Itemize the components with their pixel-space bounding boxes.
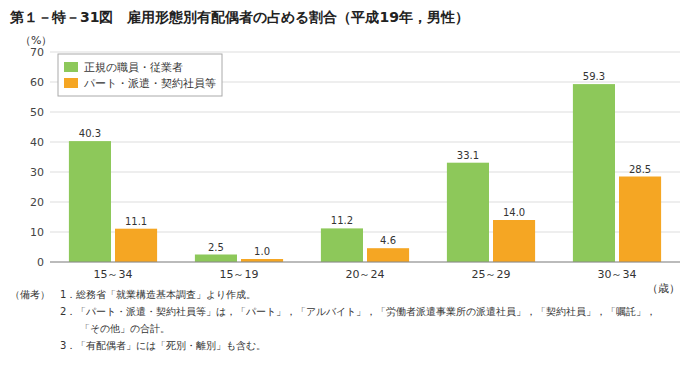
data-label: 40.3 xyxy=(79,128,101,139)
x-axis-line xyxy=(50,262,680,263)
y-tick-label: 30 xyxy=(30,166,44,179)
bars xyxy=(69,84,661,262)
data-label: 59.3 xyxy=(583,71,605,82)
note: 3．「有配偶者」には「死別・離別」も含む。 xyxy=(10,340,266,351)
bar xyxy=(619,177,661,263)
bar xyxy=(367,248,409,262)
data-label: 1.0 xyxy=(254,246,270,257)
x-tick-label: 30～34 xyxy=(598,268,637,281)
x-tick-label: 25～29 xyxy=(472,268,511,281)
y-tick-label: 70 xyxy=(30,46,44,59)
y-tick-label: 60 xyxy=(30,76,44,89)
grid-line xyxy=(50,52,680,53)
bar xyxy=(493,220,535,262)
grid-line xyxy=(50,262,680,263)
bar xyxy=(115,229,157,262)
bar xyxy=(447,163,489,262)
data-label: 33.1 xyxy=(457,150,479,161)
x-tick-label: 15～34 xyxy=(94,268,133,281)
data-label: 28.5 xyxy=(629,164,651,175)
title: 第１－特－31図 雇用形態別有配偶者の占める割合（平成19年，男性） xyxy=(9,9,469,25)
data-label: 14.0 xyxy=(503,207,525,218)
data-labels: 40.3 2.5 11.2 33.1 59.3 11.1 1.0 4.6 14.0 28.5 xyxy=(79,71,651,257)
legend-entry: 正規の職員・従業者 xyxy=(84,61,183,74)
legend-entry: パート・派遣・契約社員等 xyxy=(83,77,216,90)
note: 「その他」の合計。 xyxy=(10,323,170,334)
x-axis-label: （歳） xyxy=(647,282,680,295)
y-tick-label: 10 xyxy=(30,226,44,239)
legend: 正規の職員・従業者パート・派遣・契約社員等 xyxy=(58,54,222,96)
grid xyxy=(50,52,680,262)
y-tick-label: 40 xyxy=(30,136,44,149)
note: 2．「パート・派遣・契約社員等」は，「パート」，「アルバイト」，「労働者派遣事業… xyxy=(10,306,656,317)
legend-frame xyxy=(58,54,222,96)
y-tick-label: 50 xyxy=(30,106,44,119)
bar xyxy=(321,228,363,262)
legend-swatch xyxy=(64,78,78,88)
chart: 第１－特－31図 雇用形態別有配偶者の占める割合（平成19年，男性）（%）010… xyxy=(0,0,698,367)
note: （備考） 1．総務省「就業構造基本調査」より作成。 xyxy=(10,289,256,300)
bar xyxy=(195,255,237,263)
bar xyxy=(573,84,615,262)
x-tick-label: 15～19 xyxy=(220,268,259,281)
data-label: 11.2 xyxy=(331,215,353,226)
legend-swatch xyxy=(64,62,78,72)
bar xyxy=(69,141,111,262)
y-tick-label: 0 xyxy=(37,256,44,269)
data-label: 4.6 xyxy=(380,235,396,246)
y-tick-label: 20 xyxy=(30,196,44,209)
x-tick-label: 20～24 xyxy=(346,268,385,281)
data-label: 2.5 xyxy=(208,242,224,253)
data-label: 11.1 xyxy=(125,216,147,227)
